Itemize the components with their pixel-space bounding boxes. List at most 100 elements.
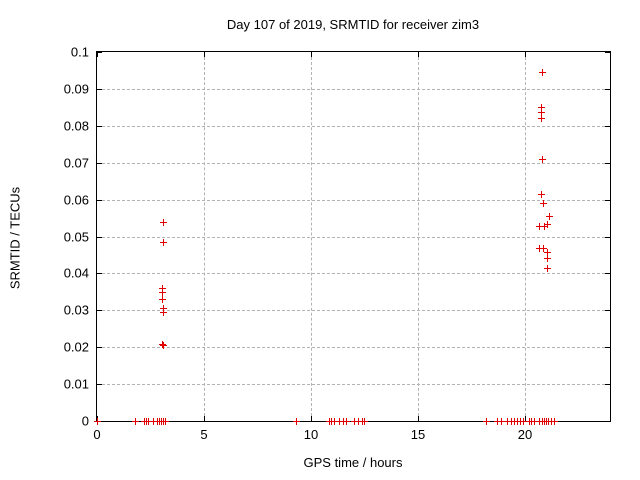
data-point-marker [145, 418, 152, 425]
x-tick-mark-bottom [204, 416, 205, 421]
y-tick-mark-left [97, 126, 102, 127]
data-point-marker [538, 115, 545, 122]
y-tick-mark-left [97, 237, 102, 238]
data-point-marker [538, 109, 545, 116]
x-tick-mark-top [204, 52, 205, 57]
y-tick-label: 0.07 [63, 155, 89, 171]
y-tick-mark-left [97, 163, 102, 164]
y-tick-mark-right [605, 273, 610, 274]
data-point-marker [538, 191, 545, 198]
gridline-horizontal [97, 200, 610, 201]
data-point-marker [536, 223, 543, 230]
y-tick-mark-left [97, 89, 102, 90]
data-point-marker [539, 69, 546, 76]
data-point-marker [544, 255, 551, 262]
y-tick-label: 0 [81, 413, 89, 429]
data-point-marker [159, 296, 166, 303]
data-point-marker [483, 418, 490, 425]
x-tick-label: 20 [517, 427, 533, 442]
x-tick-mark-bottom [311, 416, 312, 421]
y-tick-mark-right [605, 384, 610, 385]
y-tick-mark-right [605, 126, 610, 127]
gridline-horizontal [97, 273, 610, 274]
y-tick-label: 0.03 [63, 302, 89, 318]
gridline-horizontal [97, 126, 610, 127]
data-point-marker [159, 285, 166, 292]
data-point-marker [531, 418, 538, 425]
data-point-marker [331, 418, 338, 425]
data-point-marker [355, 418, 362, 425]
data-point-marker [539, 156, 546, 163]
x-tick-label: 5 [200, 427, 208, 442]
gridline-vertical [525, 52, 526, 421]
y-tick-mark-left [97, 310, 102, 311]
chart-title: Day 107 of 2019, SRMTID for receiver zim… [226, 17, 480, 32]
x-tick-mark-top [97, 52, 98, 57]
data-point-marker [520, 418, 527, 425]
gridline-vertical [311, 52, 312, 421]
data-point-marker [343, 418, 350, 425]
y-tick-mark-left [97, 347, 102, 348]
y-tick-mark-left [97, 200, 102, 201]
x-tick-mark-top [525, 52, 526, 57]
data-point-marker [94, 418, 101, 425]
data-point-marker [159, 341, 166, 348]
y-tick-mark-left [97, 273, 102, 274]
y-tick-mark-right [605, 163, 610, 164]
y-tick-mark-right [605, 52, 610, 53]
data-point-marker [132, 418, 139, 425]
data-point-marker [544, 249, 551, 256]
gridline-horizontal [97, 347, 610, 348]
data-point-marker [536, 245, 543, 252]
data-point-marker [160, 219, 167, 226]
gridline-horizontal [97, 89, 610, 90]
y-tick-mark-right [605, 347, 610, 348]
data-point-marker [160, 305, 167, 312]
data-point-marker [504, 418, 511, 425]
data-point-marker [361, 418, 368, 425]
data-point-marker [540, 245, 547, 252]
y-tick-label: 0.06 [63, 192, 89, 208]
y-tick-label: 0.08 [63, 118, 89, 134]
data-point-marker [159, 289, 166, 296]
y-tick-mark-right [605, 237, 610, 238]
data-point-marker [150, 418, 157, 425]
data-point-marker [336, 418, 343, 425]
gridline-vertical [204, 52, 205, 421]
data-point-marker [160, 309, 167, 316]
data-point-marker [160, 239, 167, 246]
data-point-marker [160, 342, 167, 349]
data-point-marker [498, 418, 505, 425]
y-tick-mark-left [97, 384, 102, 385]
x-tick-mark-bottom [525, 416, 526, 421]
gridline-horizontal [97, 237, 610, 238]
data-point-marker [541, 223, 548, 230]
data-point-marker [540, 200, 547, 207]
data-point-marker [293, 418, 300, 425]
y-tick-label: 0.09 [63, 81, 89, 97]
gridline-vertical [418, 52, 419, 421]
y-tick-mark-left [97, 52, 102, 53]
data-point-marker [351, 418, 358, 425]
data-point-marker [544, 265, 551, 272]
y-tick-mark-right [605, 310, 610, 311]
data-point-marker [546, 213, 553, 220]
gridline-horizontal [97, 163, 610, 164]
y-tick-label: 0.02 [63, 339, 89, 355]
x-tick-mark-top [418, 52, 419, 57]
x-tick-label: 15 [410, 427, 426, 442]
x-tick-label: 10 [303, 427, 319, 442]
x-tick-mark-top [311, 52, 312, 57]
data-point-marker [162, 418, 169, 425]
y-tick-mark-right [605, 200, 610, 201]
gridline-horizontal [97, 384, 610, 385]
x-tick-label: 0 [93, 427, 101, 442]
x-tick-mark-bottom [418, 416, 419, 421]
y-tick-mark-right [605, 421, 610, 422]
x-axis-label: GPS time / hours [303, 455, 403, 470]
data-point-marker [538, 104, 545, 111]
data-point-marker [494, 418, 501, 425]
y-tick-label: 0.01 [63, 376, 89, 392]
y-tick-label: 0.04 [63, 265, 89, 281]
